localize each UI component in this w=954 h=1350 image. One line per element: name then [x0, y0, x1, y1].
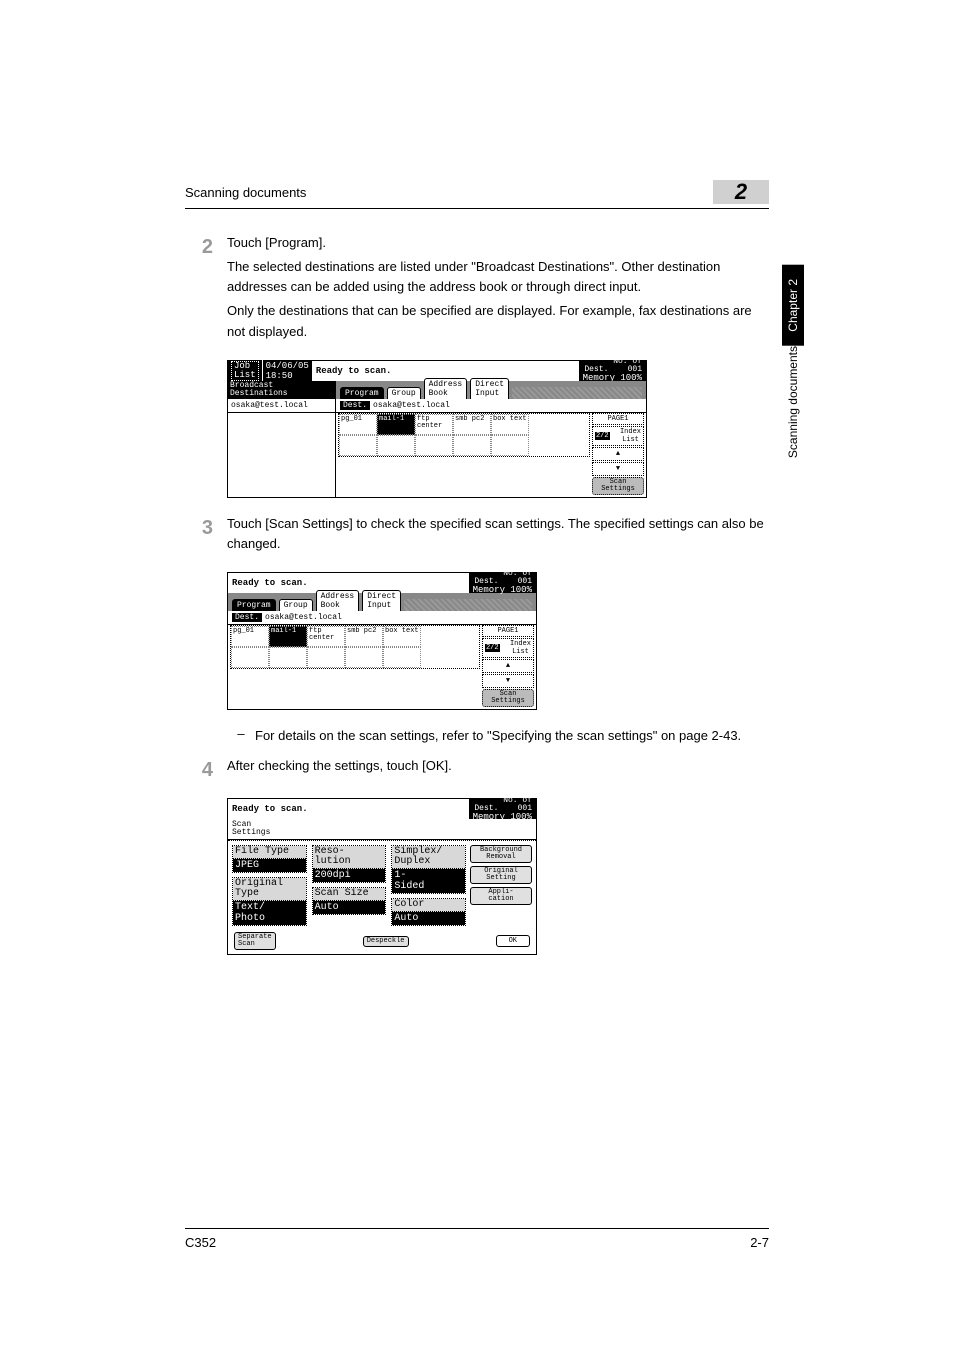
- page-up-icon[interactable]: ▲: [592, 447, 644, 461]
- program-cell[interactable]: ftp center: [415, 414, 453, 435]
- color-label: Color: [392, 899, 465, 912]
- tab-direct-input[interactable]: Direct Input: [470, 378, 509, 399]
- index-list-button[interactable]: Index List: [510, 640, 531, 656]
- file-type-label: File Type: [233, 846, 306, 859]
- step2-line1: Touch [Program].: [227, 233, 769, 253]
- resolution-setting[interactable]: Reso- lution 200dpi: [312, 845, 387, 883]
- side-section-label: Scanning documents: [782, 346, 804, 474]
- program-cell-empty[interactable]: [345, 647, 383, 668]
- step2-line3: Only the destinations that can be specif…: [227, 301, 769, 341]
- program-cell-empty[interactable]: [307, 647, 345, 668]
- timestamp: 04/06/05 18:50: [263, 361, 312, 381]
- program-cell[interactable]: smb pc2: [453, 414, 491, 435]
- index-list-button[interactable]: Index List: [620, 428, 641, 444]
- index-badge: 2/2: [485, 644, 500, 652]
- step3-text: Touch [Scan Settings] to check the speci…: [227, 514, 769, 554]
- sub-bullet-dash: –: [227, 726, 255, 746]
- scan-settings-title: Scan Settings: [228, 819, 536, 840]
- duplex-setting[interactable]: Simplex/ Duplex 1- Sided: [391, 845, 466, 894]
- scan-settings-button[interactable]: Scan Settings: [482, 689, 534, 707]
- original-type-setting[interactable]: Original Type Text/ Photo: [232, 877, 307, 926]
- program-cell-empty[interactable]: [415, 435, 453, 456]
- file-type-setting[interactable]: File Type JPEG: [232, 845, 307, 873]
- tab-program[interactable]: Program: [232, 599, 276, 611]
- dest-value: osaka@test.local: [373, 401, 450, 410]
- step4-text: After checking the settings, touch [OK].: [227, 756, 769, 776]
- page-down-icon[interactable]: ▼: [482, 674, 534, 688]
- memory-value: Memory 100%: [473, 813, 532, 822]
- color-value: Auto: [392, 912, 465, 925]
- duplex-value: 1- Sided: [392, 869, 465, 893]
- step2-line2: The selected destinations are listed und…: [227, 257, 769, 297]
- dest-label: Dest.: [340, 401, 370, 410]
- screenshot-scan-settings-tab: Ready to scan. No. of Dest. 001 Memory 1…: [227, 572, 537, 710]
- page-up-icon[interactable]: ▲: [482, 659, 534, 673]
- broadcast-dest-item[interactable]: osaka@test.local: [228, 399, 335, 413]
- program-cell[interactable]: box text: [491, 414, 529, 435]
- footer-page-number: 2-7: [750, 1235, 769, 1250]
- tab-address-book[interactable]: Address Book: [316, 590, 360, 611]
- duplex-label: Simplex/ Duplex: [392, 846, 465, 869]
- tab-direct-input[interactable]: Direct Input: [362, 590, 401, 611]
- scan-size-label: Scan Size: [313, 888, 386, 901]
- header-chapter-badge: 2: [713, 180, 769, 204]
- index-badge: 2/2: [595, 432, 610, 440]
- dest-label: Dest.: [232, 613, 262, 622]
- job-list-button[interactable]: Job List: [231, 361, 259, 381]
- scan-settings-button[interactable]: Scan Settings: [592, 477, 644, 495]
- screenshot-settings-panel: Ready to scan. No. of Dest. 001 Memory 1…: [227, 798, 537, 955]
- program-cell-selected[interactable]: mail-1: [377, 414, 415, 435]
- tab-program[interactable]: Program: [340, 387, 384, 399]
- program-cell-selected[interactable]: mail-1: [269, 626, 307, 647]
- program-cell[interactable]: smb pc2: [345, 626, 383, 647]
- header-section-title: Scanning documents: [185, 185, 306, 200]
- step-number-4: 4: [185, 756, 227, 784]
- color-setting[interactable]: Color Auto: [391, 898, 466, 926]
- scan-size-value: Auto: [313, 901, 386, 914]
- step-number-2: 2: [185, 233, 227, 346]
- application-button[interactable]: Appli- cation: [470, 887, 532, 905]
- page-indicator: PAGE1: [592, 413, 644, 425]
- footer-model: C352: [185, 1235, 216, 1250]
- program-cell-empty[interactable]: [377, 435, 415, 456]
- original-type-label: Original Type: [233, 878, 306, 901]
- scan-size-setting[interactable]: Scan Size Auto: [312, 887, 387, 915]
- tab-group[interactable]: Group: [387, 387, 421, 399]
- separate-scan-button[interactable]: Separate Scan: [234, 932, 276, 950]
- step-number-3: 3: [185, 514, 227, 558]
- program-cell-empty[interactable]: [383, 647, 421, 668]
- program-cell-empty[interactable]: [491, 435, 529, 456]
- ok-button[interactable]: OK: [496, 935, 530, 947]
- despeckle-button[interactable]: Despeckle: [363, 936, 409, 947]
- resolution-value: 200dpi: [313, 869, 386, 882]
- program-cell[interactable]: box text: [383, 626, 421, 647]
- dest-value: osaka@test.local: [265, 613, 342, 622]
- side-chapter-label: Chapter 2: [782, 265, 804, 346]
- memory-value: Memory 100%: [473, 586, 532, 595]
- background-removal-button[interactable]: Background Removal: [470, 845, 532, 863]
- broadcast-dest-label: Broadcast Destinations: [228, 381, 290, 399]
- tab-address-book[interactable]: Address Book: [424, 378, 468, 399]
- program-cell[interactable]: ftp center: [307, 626, 345, 647]
- screenshot-program: Job List 04/06/05 18:50 Ready to scan. N…: [227, 360, 647, 498]
- program-cell-empty[interactable]: [339, 435, 377, 456]
- ready-status: Ready to scan.: [228, 799, 469, 819]
- program-cell-empty[interactable]: [453, 435, 491, 456]
- program-cell[interactable]: pg_01: [339, 414, 377, 435]
- page-indicator: PAGE1: [482, 625, 534, 637]
- program-cell-empty[interactable]: [269, 647, 307, 668]
- original-type-value: Text/ Photo: [233, 901, 306, 925]
- tab-group[interactable]: Group: [279, 599, 313, 611]
- page-down-icon[interactable]: ▼: [592, 462, 644, 476]
- resolution-label: Reso- lution: [313, 846, 386, 869]
- original-setting-button[interactable]: Original Setting: [470, 866, 532, 884]
- program-cell-empty[interactable]: [231, 647, 269, 668]
- step3-sub-text: For details on the scan settings, refer …: [255, 726, 769, 746]
- file-type-value: JPEG: [233, 859, 306, 872]
- program-cell[interactable]: pg_01: [231, 626, 269, 647]
